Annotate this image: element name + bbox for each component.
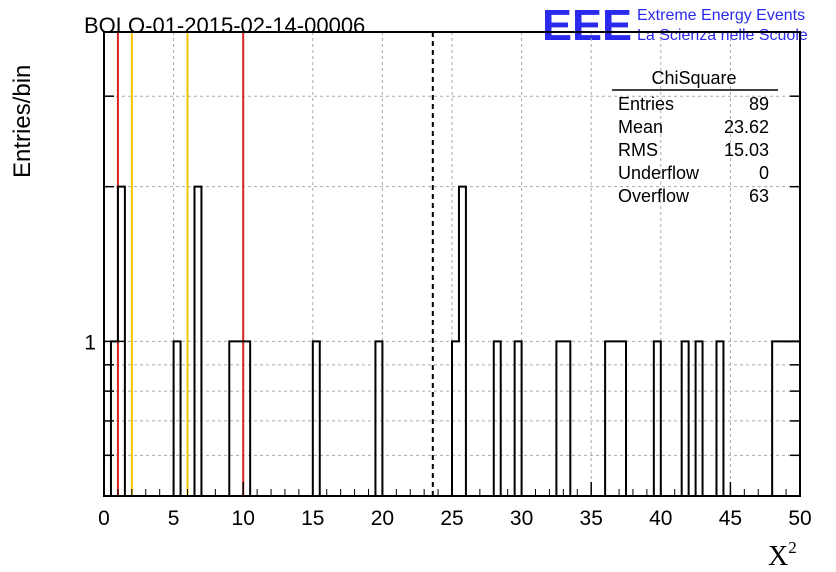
logo-acronym: EEE: [542, 1, 632, 50]
stats-row-label: Entries: [618, 94, 674, 114]
x-axis-label-superscript: 2: [788, 538, 797, 557]
axis-ticks: [103, 95, 801, 497]
stats-row-value: 63: [749, 186, 769, 206]
x-tick-label: 25: [440, 507, 463, 530]
stats-row-value: 23.62: [724, 117, 769, 137]
x-axis-label: X2: [768, 538, 797, 572]
x-tick-label: 30: [510, 507, 533, 530]
x-tick-label: 40: [649, 507, 672, 530]
y-tick-label: 1: [84, 331, 96, 354]
stats-box-title: ChiSquare: [651, 68, 736, 88]
y-tick-labels: 1: [84, 331, 96, 354]
x-tick-label: 0: [98, 507, 110, 530]
x-tick-label: 35: [580, 507, 603, 530]
x-tick-label: 5: [168, 507, 180, 530]
x-axis-label-base: X: [768, 541, 788, 572]
stats-row-label: Overflow: [618, 186, 690, 206]
x-tick-label: 20: [371, 507, 394, 530]
y-axis-label: Entries/bin: [9, 65, 36, 178]
x-tick-label: 10: [232, 507, 255, 530]
chart-title: BOLO-01-2015-02-14-00006: [84, 13, 365, 38]
stats-row-value: 89: [749, 94, 769, 114]
stats-row-label: RMS: [618, 140, 658, 160]
stats-box: ChiSquare Entries 89 Mean 23.62 RMS 15.03 Unde…: [612, 68, 778, 206]
logo-line2: La Scienza nelle Scuole: [637, 27, 808, 44]
x-tick-label: 50: [788, 507, 811, 530]
stats-row-label: Underflow: [618, 163, 700, 183]
x-tick-labels: 0 5 10 15 20 25 30 35 40 45 50: [98, 507, 812, 530]
stats-box-rows: Entries 89 Mean 23.62 RMS 15.03 Underflow 0 Over…: [618, 94, 769, 206]
stats-row-value: 0: [759, 163, 769, 183]
stats-row-label: Mean: [618, 117, 663, 137]
x-tick-label: 15: [301, 507, 324, 530]
logo-line1: Extreme Energy Events: [637, 7, 805, 24]
stats-row-value: 15.03: [724, 140, 769, 160]
x-tick-label: 45: [719, 507, 742, 530]
